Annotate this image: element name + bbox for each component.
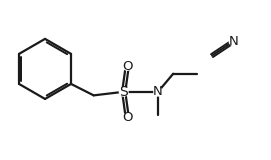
Text: N: N	[228, 35, 238, 48]
Circle shape	[123, 113, 131, 122]
Circle shape	[229, 37, 238, 45]
Text: N: N	[153, 85, 163, 98]
Circle shape	[120, 88, 128, 96]
Text: O: O	[122, 111, 133, 124]
Circle shape	[123, 62, 131, 70]
Text: O: O	[122, 60, 133, 72]
Circle shape	[154, 88, 162, 96]
Text: S: S	[119, 85, 128, 99]
